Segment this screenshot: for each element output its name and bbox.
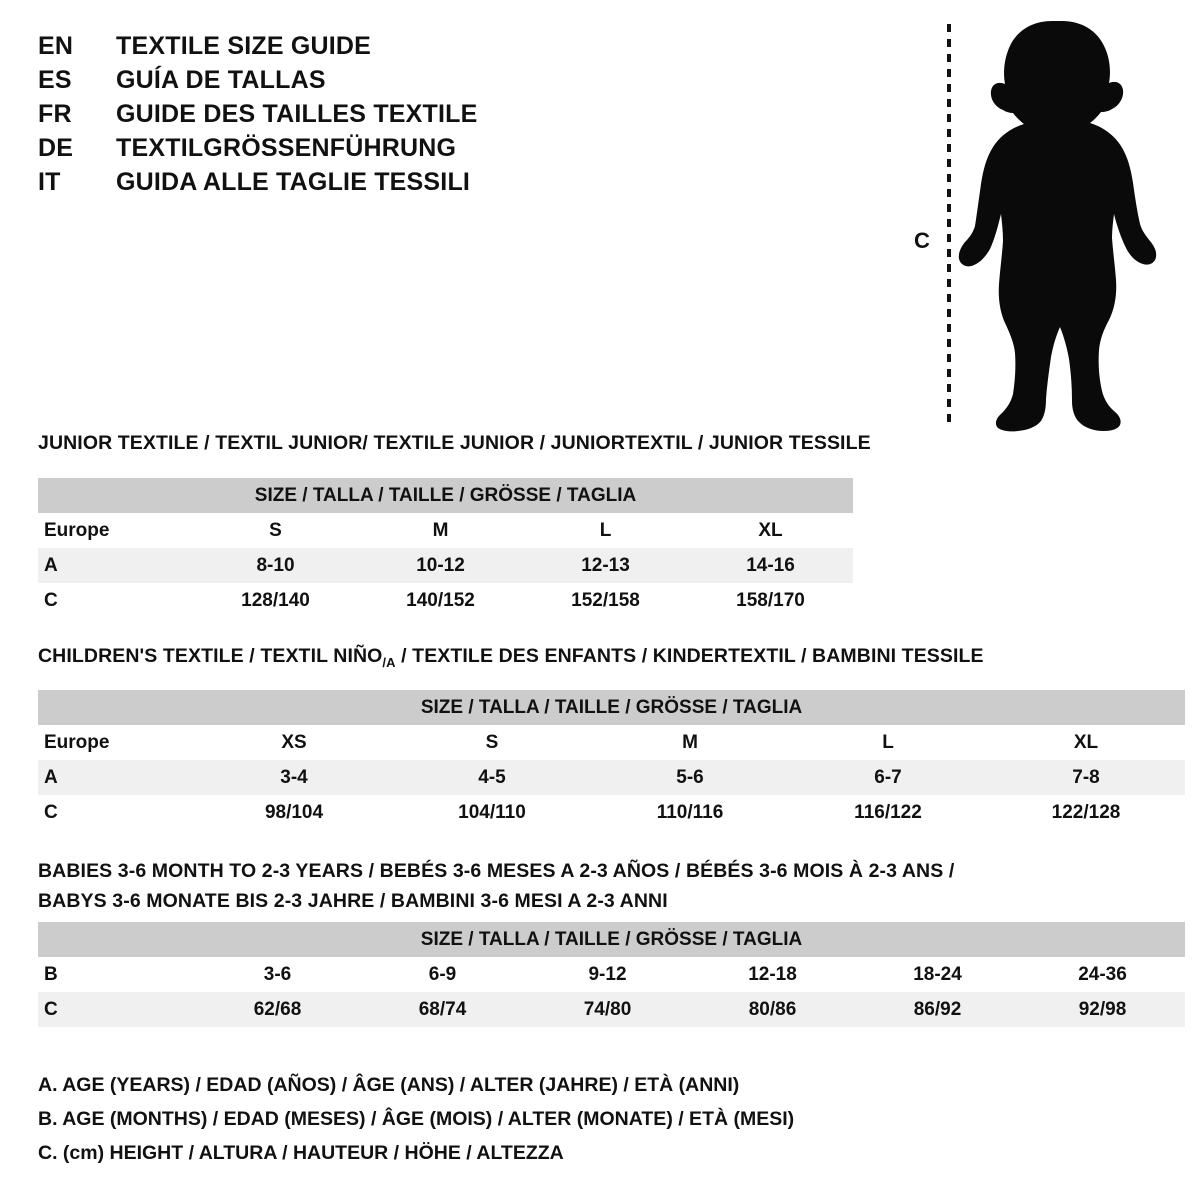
junior-size-m: M — [358, 513, 523, 548]
junior-row-c-label: C — [38, 583, 193, 618]
section-title-children-post: / TEXTILE DES ENFANTS / KINDERTEXTIL / B… — [395, 645, 984, 667]
babies-row-b: B 3-6 6-9 9-12 12-18 18-24 24-36 — [38, 957, 1186, 992]
children-row-a-v2: 5-6 — [591, 760, 789, 795]
children-band-label: SIZE / TALLA / TAILLE / GRÖSSE / TAGLIA — [38, 690, 1186, 725]
junior-header-row: Europe S M L XL — [38, 513, 853, 548]
children-size-xs: XS — [195, 725, 393, 760]
language-row-es: ES GUÍA DE TALLAS — [38, 66, 478, 100]
junior-row-c-v2: 152/158 — [523, 583, 688, 618]
measure-label-c: C — [914, 228, 930, 253]
language-text-en: TEXTILE SIZE GUIDE — [116, 32, 372, 60]
language-text-fr: GUIDE DES TAILLES TEXTILE — [116, 100, 478, 128]
children-row-a-v3: 6-7 — [789, 760, 987, 795]
legend-footnotes: A. AGE (YEARS) / EDAD (AÑOS) / ÂGE (ANS)… — [38, 1068, 794, 1170]
section-title-children-pre: CHILDREN'S TEXTILE / TEXTIL NIÑO — [38, 645, 383, 667]
junior-size-l: L — [523, 513, 688, 548]
children-header-label: Europe — [38, 725, 195, 760]
junior-band-row: SIZE / TALLA / TAILLE / GRÖSSE / TAGLIA — [38, 478, 853, 513]
children-size-xl: XL — [987, 725, 1186, 760]
junior-row-a-v2: 12-13 — [523, 548, 688, 583]
children-row-a-label: A — [38, 760, 195, 795]
children-row-c-v2: 110/116 — [591, 795, 789, 830]
section-title-children: CHILDREN'S TEXTILE / TEXTIL NIÑO/A / TEX… — [38, 645, 984, 670]
babies-row-c-v3: 80/86 — [690, 992, 855, 1027]
dashed-measure-line — [947, 24, 951, 424]
children-row-c-label: C — [38, 795, 195, 830]
language-text-es: GUÍA DE TALLAS — [116, 66, 326, 94]
footnote-a: A. AGE (YEARS) / EDAD (AÑOS) / ÂGE (ANS)… — [38, 1074, 740, 1096]
babies-row-c-v5: 92/98 — [1020, 992, 1186, 1027]
language-text-de: TEXTILGRÖSSENFÜHRUNG — [116, 134, 457, 162]
children-row-a-v1: 4-5 — [393, 760, 591, 795]
toddler-silhouette-icon — [958, 21, 1157, 432]
babies-row-b-v4: 18-24 — [855, 957, 1020, 992]
height-measure-figure: C — [900, 10, 1170, 432]
babies-band-row: SIZE / TALLA / TAILLE / GRÖSSE / TAGLIA — [38, 922, 1186, 957]
children-band-row: SIZE / TALLA / TAILLE / GRÖSSE / TAGLIA — [38, 690, 1186, 725]
section-title-babies-line2: BABYS 3-6 MONATE BIS 2-3 JAHRE / BAMBINI… — [38, 890, 668, 912]
babies-row-b-v0: 3-6 — [195, 957, 360, 992]
language-header-block: EN TEXTILE SIZE GUIDE ES GUÍA DE TALLAS … — [38, 32, 478, 202]
language-code-en: EN — [38, 32, 74, 60]
language-code-de: DE — [38, 134, 74, 162]
junior-row-a-v0: 8-10 — [193, 548, 358, 583]
babies-row-b-v1: 6-9 — [360, 957, 525, 992]
junior-size-s: S — [193, 513, 358, 548]
language-code-fr: FR — [38, 100, 72, 128]
children-row-c-v0: 98/104 — [195, 795, 393, 830]
language-row-en: EN TEXTILE SIZE GUIDE — [38, 32, 478, 66]
children-row-a: A 3-4 4-5 5-6 6-7 7-8 — [38, 760, 1186, 795]
junior-row-a: A 8-10 10-12 12-13 14-16 — [38, 548, 853, 583]
language-code-it: IT — [38, 168, 61, 196]
babies-row-b-label: B — [38, 957, 195, 992]
children-row-c-v1: 104/110 — [393, 795, 591, 830]
babies-row-c-label: C — [38, 992, 195, 1027]
footnote-b: B. AGE (MONTHS) / EDAD (MESES) / ÂGE (MO… — [38, 1108, 795, 1130]
junior-header-label: Europe — [38, 513, 193, 548]
section-title-babies: BABIES 3-6 MONTH TO 2-3 YEARS / BEBÉS 3-… — [38, 856, 1038, 916]
babies-row-c-v1: 68/74 — [360, 992, 525, 1027]
junior-row-c-v1: 140/152 — [358, 583, 523, 618]
babies-row-c-v2: 74/80 — [525, 992, 690, 1027]
children-row-c: C 98/104 104/110 110/116 116/122 122/128 — [38, 795, 1186, 830]
junior-row-c-v0: 128/140 — [193, 583, 358, 618]
junior-band-label: SIZE / TALLA / TAILLE / GRÖSSE / TAGLIA — [38, 478, 853, 513]
section-title-children-sub: /A — [382, 654, 396, 670]
babies-row-b-v3: 12-18 — [690, 957, 855, 992]
children-row-c-v3: 116/122 — [789, 795, 987, 830]
section-title-junior: JUNIOR TEXTILE / TEXTIL JUNIOR/ TEXTILE … — [38, 432, 871, 454]
language-text-it: GUIDA ALLE TAGLIE TESSILI — [116, 168, 471, 196]
junior-row-a-v3: 14-16 — [688, 548, 853, 583]
children-row-a-v4: 7-8 — [987, 760, 1186, 795]
babies-row-b-v5: 24-36 — [1020, 957, 1186, 992]
junior-row-c: C 128/140 140/152 152/158 158/170 — [38, 583, 853, 618]
junior-size-table: SIZE / TALLA / TAILLE / GRÖSSE / TAGLIA … — [38, 478, 853, 618]
babies-band-label: SIZE / TALLA / TAILLE / GRÖSSE / TAGLIA — [38, 922, 1186, 957]
language-row-fr: FR GUIDE DES TAILLES TEXTILE — [38, 100, 478, 134]
babies-size-table: SIZE / TALLA / TAILLE / GRÖSSE / TAGLIA … — [38, 922, 1186, 1027]
babies-row-b-v2: 9-12 — [525, 957, 690, 992]
children-size-m: M — [591, 725, 789, 760]
children-row-a-v0: 3-4 — [195, 760, 393, 795]
junior-row-c-v3: 158/170 — [688, 583, 853, 618]
children-row-c-v4: 122/128 — [987, 795, 1186, 830]
children-size-l: L — [789, 725, 987, 760]
junior-row-a-v1: 10-12 — [358, 548, 523, 583]
language-row-de: DE TEXTILGRÖSSENFÜHRUNG — [38, 134, 478, 168]
junior-row-a-label: A — [38, 548, 193, 583]
children-size-s: S — [393, 725, 591, 760]
babies-row-c: C 62/68 68/74 74/80 80/86 86/92 92/98 — [38, 992, 1186, 1027]
section-title-babies-line1: BABIES 3-6 MONTH TO 2-3 YEARS / BEBÉS 3-… — [38, 860, 955, 882]
junior-size-xl: XL — [688, 513, 853, 548]
babies-row-c-v4: 86/92 — [855, 992, 1020, 1027]
children-size-table: SIZE / TALLA / TAILLE / GRÖSSE / TAGLIA … — [38, 690, 1186, 830]
language-row-it: IT GUIDA ALLE TAGLIE TESSILI — [38, 168, 478, 202]
footnote-c: C. (cm) HEIGHT / ALTURA / HAUTEUR / HÖHE… — [38, 1142, 564, 1164]
babies-row-c-v0: 62/68 — [195, 992, 360, 1027]
language-code-es: ES — [38, 66, 72, 94]
children-header-row: Europe XS S M L XL — [38, 725, 1186, 760]
